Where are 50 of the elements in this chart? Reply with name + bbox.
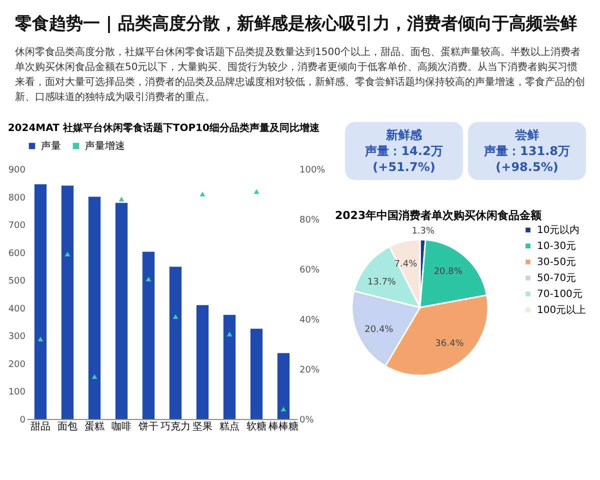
y-tick-label: 800	[8, 193, 26, 204]
legend-label: 10元以内	[537, 224, 580, 236]
x-tick-label: 软糖	[246, 420, 266, 432]
legend-label: 声量	[41, 140, 61, 152]
x-tick-label: 糕点	[220, 420, 240, 432]
legend-label: 70-100元	[537, 289, 582, 300]
chart-title: 2024MAT 社媒平台休闲零食话题下TOP10细分品类声量及同比增速	[8, 122, 320, 134]
y-tick-label: 400	[8, 304, 26, 314]
x-tick-label: 面包	[58, 420, 78, 432]
y-tick-label: 900	[8, 166, 26, 176]
text: (+51.7%)	[372, 159, 436, 175]
y-tick-label: 200	[8, 360, 26, 370]
legend-label: 10-30元	[537, 241, 576, 252]
legend-label: 50-70元	[537, 273, 576, 284]
chart-title: 2023年中国消费者单次购买休闲食品金额	[335, 209, 543, 222]
data-label: 36.4%	[435, 339, 464, 350]
text: 新鲜感	[385, 127, 423, 143]
text: 休闲零食品类高度分散，社媒平台休闲零食话题下品类提及数量达到1500个以上，甜品、面包、蛋糕声量较高。半数以上消费者单次购买休闲食品金额在50元以下，大量购买、囤货行为较少，消费者更倾向于低客单价、高频次消费。从当下消费者购买习惯来看，面对大量可选择品类，消费者的品类及品牌忠诚度相对较低，新鲜感、零食尝鲜话题均保持较高的声量增速，零食产品的创新、口感味道的独特成为吸引消费者的重点。	[15, 46, 585, 105]
y-tick-label: 0	[20, 416, 26, 426]
x-tick-label: 巧克力	[160, 420, 190, 432]
y-tick-label: 600	[8, 248, 26, 259]
x-tick-label: 甜品	[30, 420, 50, 432]
text: (+98.5%)	[494, 159, 560, 175]
y2-tick-label: 60%	[300, 266, 320, 276]
y-tick-label: 100	[8, 388, 26, 398]
data-label: 7.4%	[394, 260, 418, 270]
x-tick-label: 咖啡	[112, 420, 132, 432]
legend-label: 100元以上	[537, 304, 586, 316]
y-tick-label: 700	[8, 221, 26, 232]
y-tick-label: 500	[8, 276, 26, 287]
y2-tick-label: 80%	[300, 216, 320, 226]
data-label: 1.3%	[412, 226, 436, 237]
text: 尝鲜	[514, 127, 540, 143]
y2-tick-label: 40%	[300, 316, 320, 326]
text: 零食趋势一 | 品类高度分散，新鲜感是核心吸引力，消费者倾向于高频尝鲜	[15, 13, 578, 35]
y2-tick-label: 100%	[300, 166, 326, 176]
x-tick-label: 蛋糕	[84, 420, 104, 432]
x-tick-label: 棒棒糖	[268, 420, 298, 432]
x-tick-label: 坚果	[192, 420, 212, 432]
y2-tick-label: 0%	[300, 416, 314, 426]
legend-label: 声量增速	[85, 140, 125, 152]
data-label: 13.7%	[367, 278, 396, 288]
x-tick-label: 饼干	[138, 420, 158, 432]
text: 声量：14.2万	[364, 143, 444, 159]
y-tick-label: 300	[8, 332, 26, 342]
data-label: 20.8%	[434, 266, 463, 277]
data-label: 20.4%	[364, 324, 394, 335]
legend-label: 30-50元	[537, 257, 576, 268]
y2-tick-label: 20%	[300, 366, 320, 376]
text: 声量：131.8万	[483, 143, 571, 159]
